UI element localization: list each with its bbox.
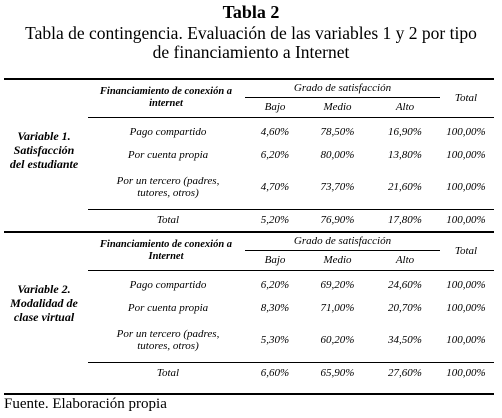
cell: 60,20% [320, 334, 355, 346]
cell: 71,00% [320, 302, 355, 314]
cell: 16,90% [388, 126, 422, 138]
variable-label: Variable 1. Satisfacción del estudiante [9, 129, 79, 171]
cell: 100,00% [446, 334, 486, 346]
cell: 73,70% [320, 181, 355, 193]
cell: 100,00% [446, 181, 486, 193]
row-label: Pago compartido [129, 279, 207, 291]
column-header: Financiamiento de conexión a Internet [99, 239, 233, 262]
column-header: Bajo [264, 101, 286, 113]
cell: 6,20% [260, 279, 290, 291]
rule [4, 78, 494, 80]
cell: 24,60% [388, 279, 422, 291]
cell: 6,60% [260, 367, 290, 379]
cell: 4,70% [260, 181, 290, 193]
cell: 27,60% [388, 367, 422, 379]
cell: 21,60% [388, 181, 422, 193]
row-label: Por cuenta propia [127, 149, 209, 161]
column-header: Bajo [264, 254, 286, 266]
row-label: Pago compartido [129, 126, 207, 138]
cell: 5,30% [260, 334, 290, 346]
cell: 65,90% [320, 367, 355, 379]
row-label: Total [156, 214, 180, 226]
cell: 100,00% [446, 279, 486, 291]
cell: 100,00% [446, 149, 486, 161]
column-header: Total [454, 245, 478, 257]
cell: 78,50% [320, 126, 355, 138]
cell: 17,80% [388, 214, 422, 226]
row-label: Por un tercero (padres, tutores, otros) [116, 175, 220, 199]
column-header: Alto [395, 101, 415, 113]
rule [88, 270, 494, 271]
cell: 4,60% [260, 126, 290, 138]
cell: 100,00% [446, 214, 486, 226]
cell: 100,00% [446, 126, 486, 138]
cell: 69,20% [320, 279, 355, 291]
cell: 80,00% [320, 149, 355, 161]
subtitle: Tabla de contingencia. Evaluación de las… [25, 23, 477, 62]
column-header: Alto [395, 254, 415, 266]
rule [88, 209, 494, 210]
column-group-header: Grado de satisfacción [293, 235, 392, 247]
column-header: Medio [323, 254, 352, 266]
cell: 8,30% [260, 302, 290, 314]
row-label: Por un tercero (padres, tutores, otros) [116, 328, 220, 352]
cell: 100,00% [446, 367, 486, 379]
cell: 13,80% [388, 149, 422, 161]
rule [88, 362, 494, 363]
source: Fuente. Elaboración propia [4, 396, 167, 412]
rule [4, 393, 494, 395]
rule [4, 231, 494, 233]
cell: 6,20% [260, 149, 290, 161]
rule [245, 97, 440, 98]
column-header: Medio [323, 101, 352, 113]
variable-label: Variable 2. Modalidad de clase virtual [10, 282, 78, 324]
cell: 100,00% [446, 302, 486, 314]
cell: 20,70% [388, 302, 422, 314]
cell: 5,20% [260, 214, 290, 226]
column-header: Total [454, 92, 478, 104]
rule [245, 250, 440, 251]
cell: 34,50% [388, 334, 422, 346]
rule [88, 117, 494, 118]
title: Tabla 2 [222, 2, 280, 22]
row-label: Total [156, 367, 180, 379]
row-label: Por cuenta propia [127, 302, 209, 314]
column-header: Financiamiento de conexión a internet [99, 86, 233, 109]
column-group-header: Grado de satisfacción [293, 82, 392, 94]
cell: 76,90% [320, 214, 355, 226]
